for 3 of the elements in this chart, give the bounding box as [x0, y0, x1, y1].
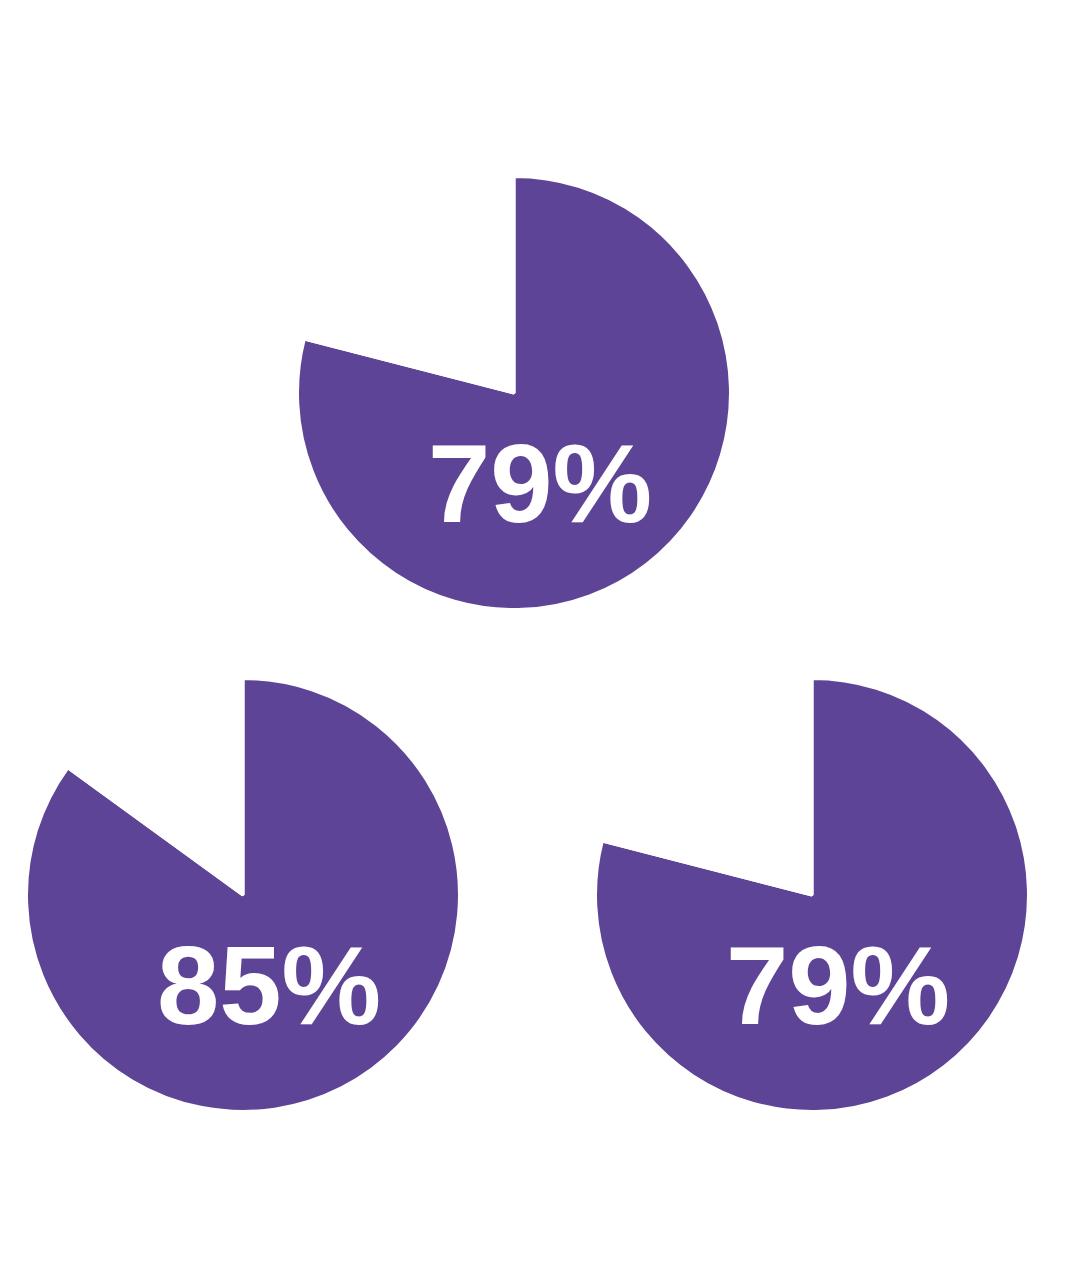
- data-label: 85%: [156, 922, 382, 1048]
- data-label: 79%: [427, 420, 653, 546]
- data-label: 79%: [725, 922, 951, 1048]
